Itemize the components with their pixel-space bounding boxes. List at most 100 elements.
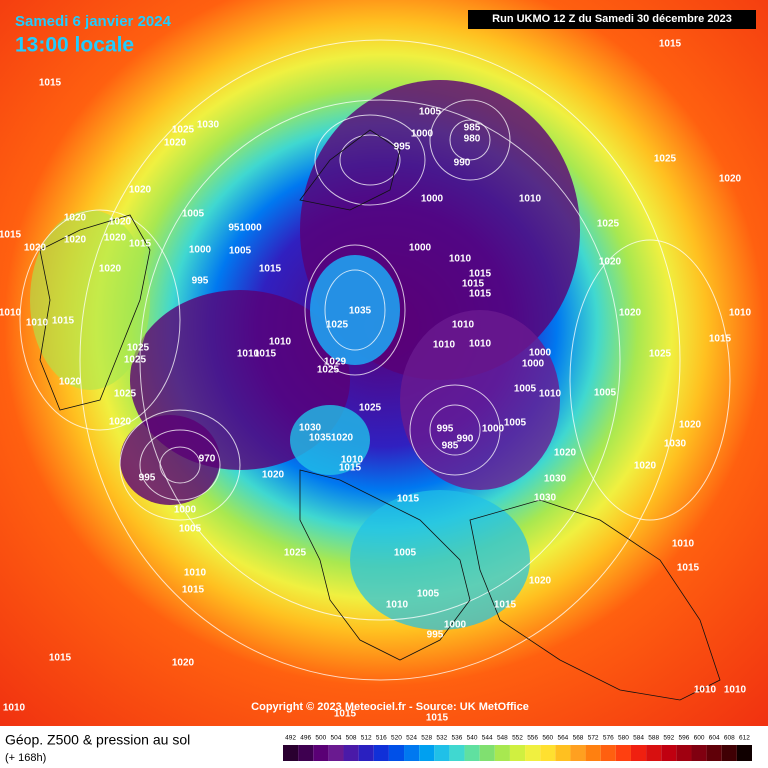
scale-label: 580	[618, 735, 629, 742]
scale-label: 536	[452, 735, 463, 742]
scale-label: 592	[663, 735, 674, 742]
isobar-label: 985	[442, 441, 459, 452]
scale-swatch	[404, 745, 420, 761]
scale-swatch	[676, 745, 692, 761]
isobar-label: 1020	[64, 213, 87, 224]
copyright: Copyright © 2023 Meteociel.fr - Source: …	[251, 701, 529, 713]
isobar-label: 990	[457, 434, 474, 445]
isobar-label: 1010	[469, 339, 492, 350]
date: Samedi 6 janvier 2024	[15, 13, 172, 30]
scale-swatch	[706, 745, 722, 761]
isobar-label: 1025	[114, 389, 137, 400]
scale-label: 604	[709, 735, 720, 742]
isobar-label: 1025	[124, 355, 147, 366]
isobar-label: 995	[427, 630, 444, 641]
isobar-label: 1000	[174, 505, 197, 516]
scale-swatch	[479, 745, 495, 761]
isobar-label: 1010	[269, 337, 292, 348]
isobar-label: 1025	[359, 403, 382, 414]
isobar-label: 1005	[514, 384, 537, 395]
color-scale: 492 496 500 504 508 512 516 520 524 528 532 536 540 5…	[283, 735, 752, 761]
isobar-label: 1025	[597, 219, 620, 230]
isobar-label: 1020	[679, 420, 702, 431]
footer-title: Géop. Z500 & pression au sol	[5, 732, 190, 748]
isobar-label: 1005	[394, 548, 417, 559]
isobar-label: 1000	[409, 243, 432, 254]
isobar-label: 1005	[504, 418, 527, 429]
scale-label: 540	[467, 735, 478, 742]
isobar-label: 1015	[0, 230, 22, 241]
isobar-label: 1015	[129, 239, 152, 250]
isobar-label: 1015	[339, 463, 362, 474]
scale-swatch	[419, 745, 435, 761]
scale-label: 552	[512, 735, 523, 742]
isobar-label: 1020	[64, 235, 87, 246]
isobars	[19, 39, 731, 681]
isobar-label: 1020	[554, 448, 577, 459]
isobar-label: 1010	[729, 308, 752, 319]
footer-lead: (+ 168h)	[5, 752, 46, 764]
scale-swatch	[328, 745, 344, 761]
isobar-label: 1005	[419, 107, 442, 118]
ridge-region	[30, 210, 150, 390]
isobar-label: 1005	[229, 246, 252, 257]
scale-swatch	[449, 745, 465, 761]
isobar-label: 1000	[444, 620, 467, 631]
scale-label: 596	[678, 735, 689, 742]
isobar-label: 1029	[324, 357, 347, 368]
scale-swatch	[555, 745, 571, 761]
isobar-label: 1025	[127, 343, 150, 354]
scale-swatch	[388, 745, 405, 761]
isobar-label: 1010	[452, 320, 475, 331]
isobar-label: 1015	[52, 316, 75, 327]
isobar-label: 1020	[529, 576, 552, 587]
scale-swatch	[494, 745, 510, 761]
isobar-label: 1020	[634, 461, 657, 472]
isobar-label: 1015	[462, 279, 485, 290]
scale-swatch	[313, 745, 329, 761]
isobar-label: 990	[454, 158, 471, 169]
isobar-label: 1025	[654, 154, 677, 165]
isobar-label: 1010	[26, 318, 49, 329]
isobar-label: 1030	[534, 493, 557, 504]
scale-swatch	[373, 745, 389, 761]
isobar-label: 1015	[254, 349, 277, 360]
scale-swatch	[630, 745, 647, 761]
scale-label: 496	[300, 735, 311, 742]
isobar-label: 1010	[386, 600, 409, 611]
isobar-label: 1015	[494, 600, 517, 611]
isobar-label: 1020	[24, 243, 47, 254]
isobar-label: 1015	[469, 289, 492, 300]
scale-swatch	[434, 745, 450, 761]
isobar-label: 1030	[664, 439, 687, 450]
isobar-label: 1025	[284, 548, 307, 559]
time: 13:00 locale	[15, 34, 134, 57]
isobar-label: 1015	[659, 39, 682, 50]
scale-label: 600	[694, 735, 705, 742]
ridge-region	[350, 490, 530, 630]
scale-label: 508	[346, 735, 357, 742]
isobar-label: 1010	[672, 539, 695, 550]
scale-label: 492	[285, 735, 296, 742]
isobar-label: 1015	[397, 494, 420, 505]
scale-swatch	[585, 745, 601, 761]
isobar-label: 1025	[172, 125, 195, 136]
isobar-label: 1020	[109, 217, 132, 228]
isobar-label: 1020	[109, 417, 132, 428]
scale-swatch	[464, 745, 480, 761]
scale-label: 524	[406, 735, 417, 742]
scale-label: 512	[361, 735, 372, 742]
isobar-label: 1030	[299, 423, 322, 434]
isobar-label: 1010	[237, 349, 260, 360]
scale-label: 568	[573, 735, 584, 742]
scale-swatch	[721, 745, 737, 761]
isobar-label: 1020	[59, 377, 82, 388]
scale-swatch	[661, 745, 677, 761]
scale-label: 504	[331, 735, 342, 742]
isobar-label: 1020	[172, 658, 195, 669]
scale-label: 528	[421, 735, 432, 742]
coastlines	[39, 129, 721, 701]
isobar-label: 1010	[519, 194, 542, 205]
